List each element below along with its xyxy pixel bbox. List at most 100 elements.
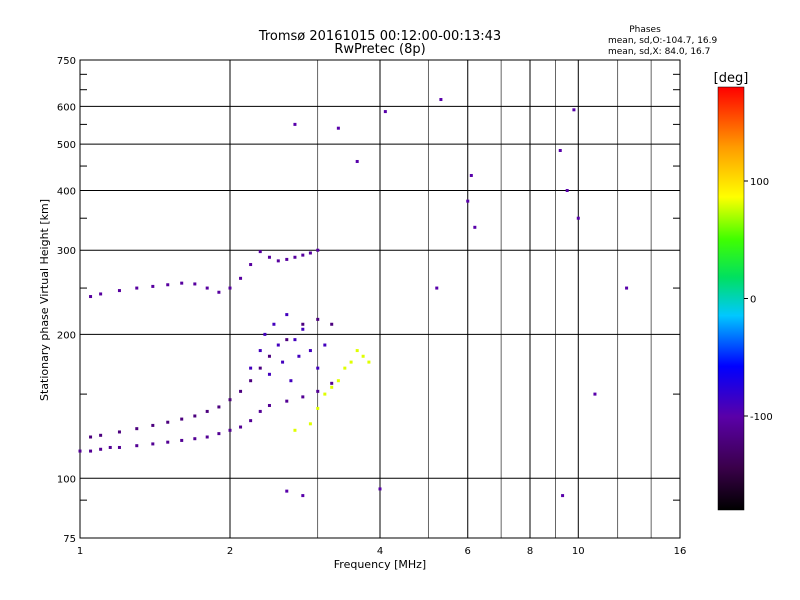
data-point	[285, 313, 289, 317]
data-point	[576, 216, 580, 220]
data-point	[249, 263, 253, 267]
grid-lines	[80, 60, 680, 538]
data-point	[249, 419, 253, 423]
data-point	[135, 286, 139, 290]
x-tick-label: 2	[227, 546, 233, 557]
data-point	[308, 349, 312, 353]
data-point	[565, 188, 569, 192]
data-point	[308, 422, 312, 426]
data-point	[466, 199, 470, 203]
data-point	[316, 406, 320, 410]
data-point	[151, 442, 155, 446]
data-point	[267, 372, 271, 376]
data-point	[99, 292, 103, 296]
data-point	[293, 122, 297, 126]
data-point	[228, 286, 232, 290]
colorbar-tick-label: 0	[750, 295, 756, 306]
data-point	[117, 289, 121, 293]
data-point	[336, 379, 340, 383]
data-point	[89, 295, 93, 299]
data-point	[316, 248, 320, 252]
data-point	[439, 98, 443, 102]
data-point	[135, 427, 139, 431]
data-point	[151, 423, 155, 427]
data-point	[301, 395, 305, 399]
data-point	[99, 433, 103, 437]
data-point	[355, 159, 359, 163]
data-point	[561, 494, 565, 498]
data-point	[301, 253, 305, 257]
data-point	[572, 108, 576, 112]
data-point	[367, 360, 371, 364]
data-point	[228, 398, 232, 402]
data-point	[336, 126, 340, 130]
data-point	[205, 435, 209, 439]
x-tick-label: 8	[527, 546, 533, 557]
data-point	[330, 322, 334, 326]
data-point	[117, 430, 121, 434]
data-point	[217, 405, 221, 409]
data-point	[361, 354, 365, 358]
data-point	[308, 251, 312, 255]
data-point	[249, 379, 253, 383]
data-point	[625, 286, 629, 290]
data-point	[180, 417, 184, 421]
data-point	[378, 487, 382, 491]
data-point	[272, 322, 276, 326]
data-point	[330, 385, 334, 389]
data-point	[285, 338, 289, 342]
data-point	[258, 349, 262, 353]
data-point	[239, 276, 243, 280]
data-point	[267, 403, 271, 407]
data-point	[205, 409, 209, 413]
y-tick-label: 300	[57, 246, 76, 257]
x-tick-labels: 1 2 4 6 8 10 16	[77, 546, 687, 557]
data-point	[193, 414, 197, 418]
data-point	[293, 255, 297, 259]
data-point	[117, 445, 121, 449]
data-point	[297, 354, 301, 358]
data-point	[258, 250, 262, 254]
data-point	[228, 428, 232, 432]
data-point	[301, 494, 305, 498]
data-point	[558, 148, 562, 152]
y-tick-label: 75	[63, 534, 76, 545]
data-point	[316, 366, 320, 370]
data-point	[276, 259, 280, 263]
data-point	[205, 286, 209, 290]
x-axis-label: Frequency [MHz]	[334, 558, 426, 571]
data-point	[349, 360, 353, 364]
colorbar-tick-label: 100	[750, 177, 769, 188]
data-point	[108, 445, 112, 449]
data-point	[166, 440, 170, 444]
data-point	[355, 349, 359, 353]
data-point	[469, 173, 473, 177]
data-point	[435, 286, 439, 290]
data-point	[151, 284, 155, 288]
y-tick-label: 750	[57, 56, 76, 67]
minor-ticks	[80, 60, 680, 538]
data-point	[217, 290, 221, 294]
data-point	[78, 449, 82, 453]
data-point	[193, 282, 197, 286]
data-point	[473, 225, 477, 229]
data-point	[239, 425, 243, 429]
data-point	[166, 283, 170, 287]
data-point	[99, 447, 103, 451]
phases-x-line: mean, sd,X: 84.0, 16.7	[608, 47, 710, 57]
x-tick-label: 4	[377, 546, 383, 557]
data-point	[316, 317, 320, 321]
data-point	[323, 343, 327, 347]
data-point	[180, 438, 184, 442]
data-point	[285, 489, 289, 493]
data-point	[258, 409, 262, 413]
data-point	[343, 366, 347, 370]
data-point	[383, 110, 387, 114]
data-point	[293, 428, 297, 432]
data-point	[193, 437, 197, 441]
data-point	[258, 366, 262, 370]
phases-o-line: mean, sd,O:-104.7, 16.9	[608, 36, 718, 46]
data-point	[267, 255, 271, 259]
y-tick-label: 200	[57, 330, 76, 341]
